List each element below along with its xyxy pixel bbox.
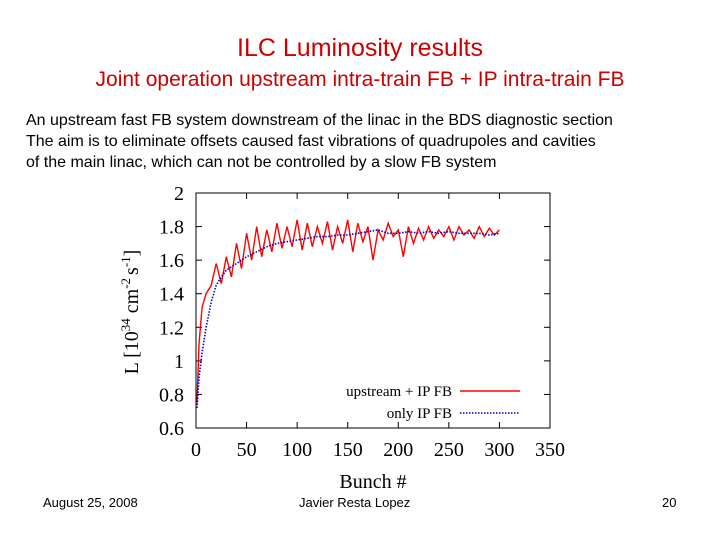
y-axis-label: L [1034 cm-2s-1] bbox=[118, 250, 143, 375]
x-tick-label: 250 bbox=[434, 439, 464, 461]
body-line: The aim is to eliminate offsets caused f… bbox=[26, 133, 596, 150]
y-tick-label: 0.8 bbox=[159, 384, 184, 406]
series-line-upstream-ip-fb bbox=[196, 219, 500, 403]
x-tick-label: 350 bbox=[535, 439, 565, 461]
x-tick-label: 0 bbox=[191, 439, 201, 461]
plot-frame bbox=[195, 192, 551, 429]
footer-date: August 25, 2008 bbox=[43, 495, 138, 510]
x-tick-label: 100 bbox=[282, 439, 312, 461]
body-line: An upstream fast FB system downstream of… bbox=[26, 112, 613, 129]
y-tick-label: 1.6 bbox=[159, 250, 184, 272]
series-group bbox=[196, 219, 500, 408]
y-tick-label: 1.2 bbox=[159, 317, 184, 339]
legend: upstream + IP FB only IP FB bbox=[346, 384, 520, 422]
series-line-only-ip-fb bbox=[196, 229, 500, 408]
x-axis: 0 50 100 150 200 250 300 350 bbox=[191, 193, 565, 461]
y-tick-label: 0.6 bbox=[159, 418, 184, 440]
footer-author: Javier Resta Lopez bbox=[299, 495, 411, 510]
x-tick-label: 300 bbox=[484, 439, 514, 461]
body-line: of the main linac, which can not be cont… bbox=[26, 154, 497, 171]
x-tick-label: 50 bbox=[237, 439, 257, 461]
y-axis: 0.6 0.8 1 1.2 1.4 1.6 1.8 2 bbox=[159, 183, 550, 440]
legend-label: upstream + IP FB bbox=[346, 384, 452, 400]
slide-subtitle: Joint operation upstream intra-train FB … bbox=[95, 68, 625, 91]
y-tick-label: 1.8 bbox=[159, 217, 184, 239]
y-tick-label: 2 bbox=[174, 183, 184, 205]
y-tick-label: 1.4 bbox=[159, 284, 184, 306]
legend-label: only IP FB bbox=[387, 406, 452, 422]
slide-body: An upstream fast FB system downstream of… bbox=[26, 110, 706, 173]
x-tick-label: 150 bbox=[333, 439, 363, 461]
page-number: 20 bbox=[662, 495, 677, 510]
x-axis-label: Bunch # bbox=[339, 471, 406, 493]
x-tick-label: 200 bbox=[383, 439, 413, 461]
y-tick-label: 1 bbox=[174, 351, 184, 373]
slide-title: ILC Luminosity results bbox=[237, 34, 483, 62]
